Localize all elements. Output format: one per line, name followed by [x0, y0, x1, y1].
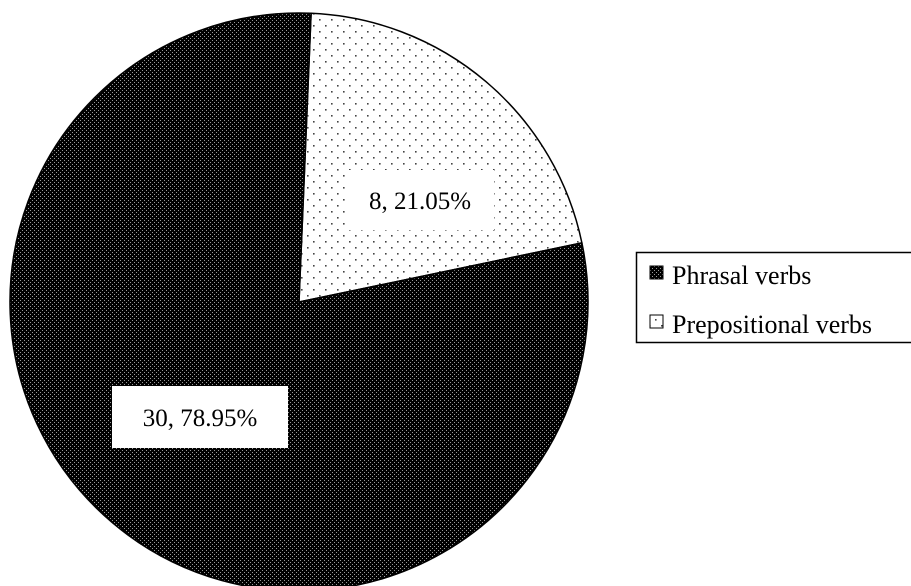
legend-item-phrasal: Phrasal verbs: [649, 261, 811, 290]
legend-swatch-phrasal: [649, 265, 664, 280]
slice-label-prepositional: 8, 21.05%: [346, 170, 494, 230]
pie-slices: [9, 12, 589, 586]
slice-label-phrasal: 30, 78.95%: [112, 386, 288, 448]
legend: Phrasal verbs Prepositional verbs: [635, 251, 911, 344]
legend-label-prepositional: Prepositional verbs: [672, 310, 872, 339]
legend-item-prepositional: Prepositional verbs: [649, 310, 872, 339]
slice-label-box-prepositional: [346, 170, 494, 230]
legend-box: [635, 251, 911, 344]
legend-swatch-prepositional: [649, 314, 664, 329]
slice-label-text-prepositional: 8, 21.05%: [369, 188, 471, 215]
legend-label-phrasal: Phrasal verbs: [672, 261, 811, 290]
slice-label-box-phrasal: [112, 386, 288, 448]
slice-label-text-phrasal: 30, 78.95%: [143, 405, 258, 432]
